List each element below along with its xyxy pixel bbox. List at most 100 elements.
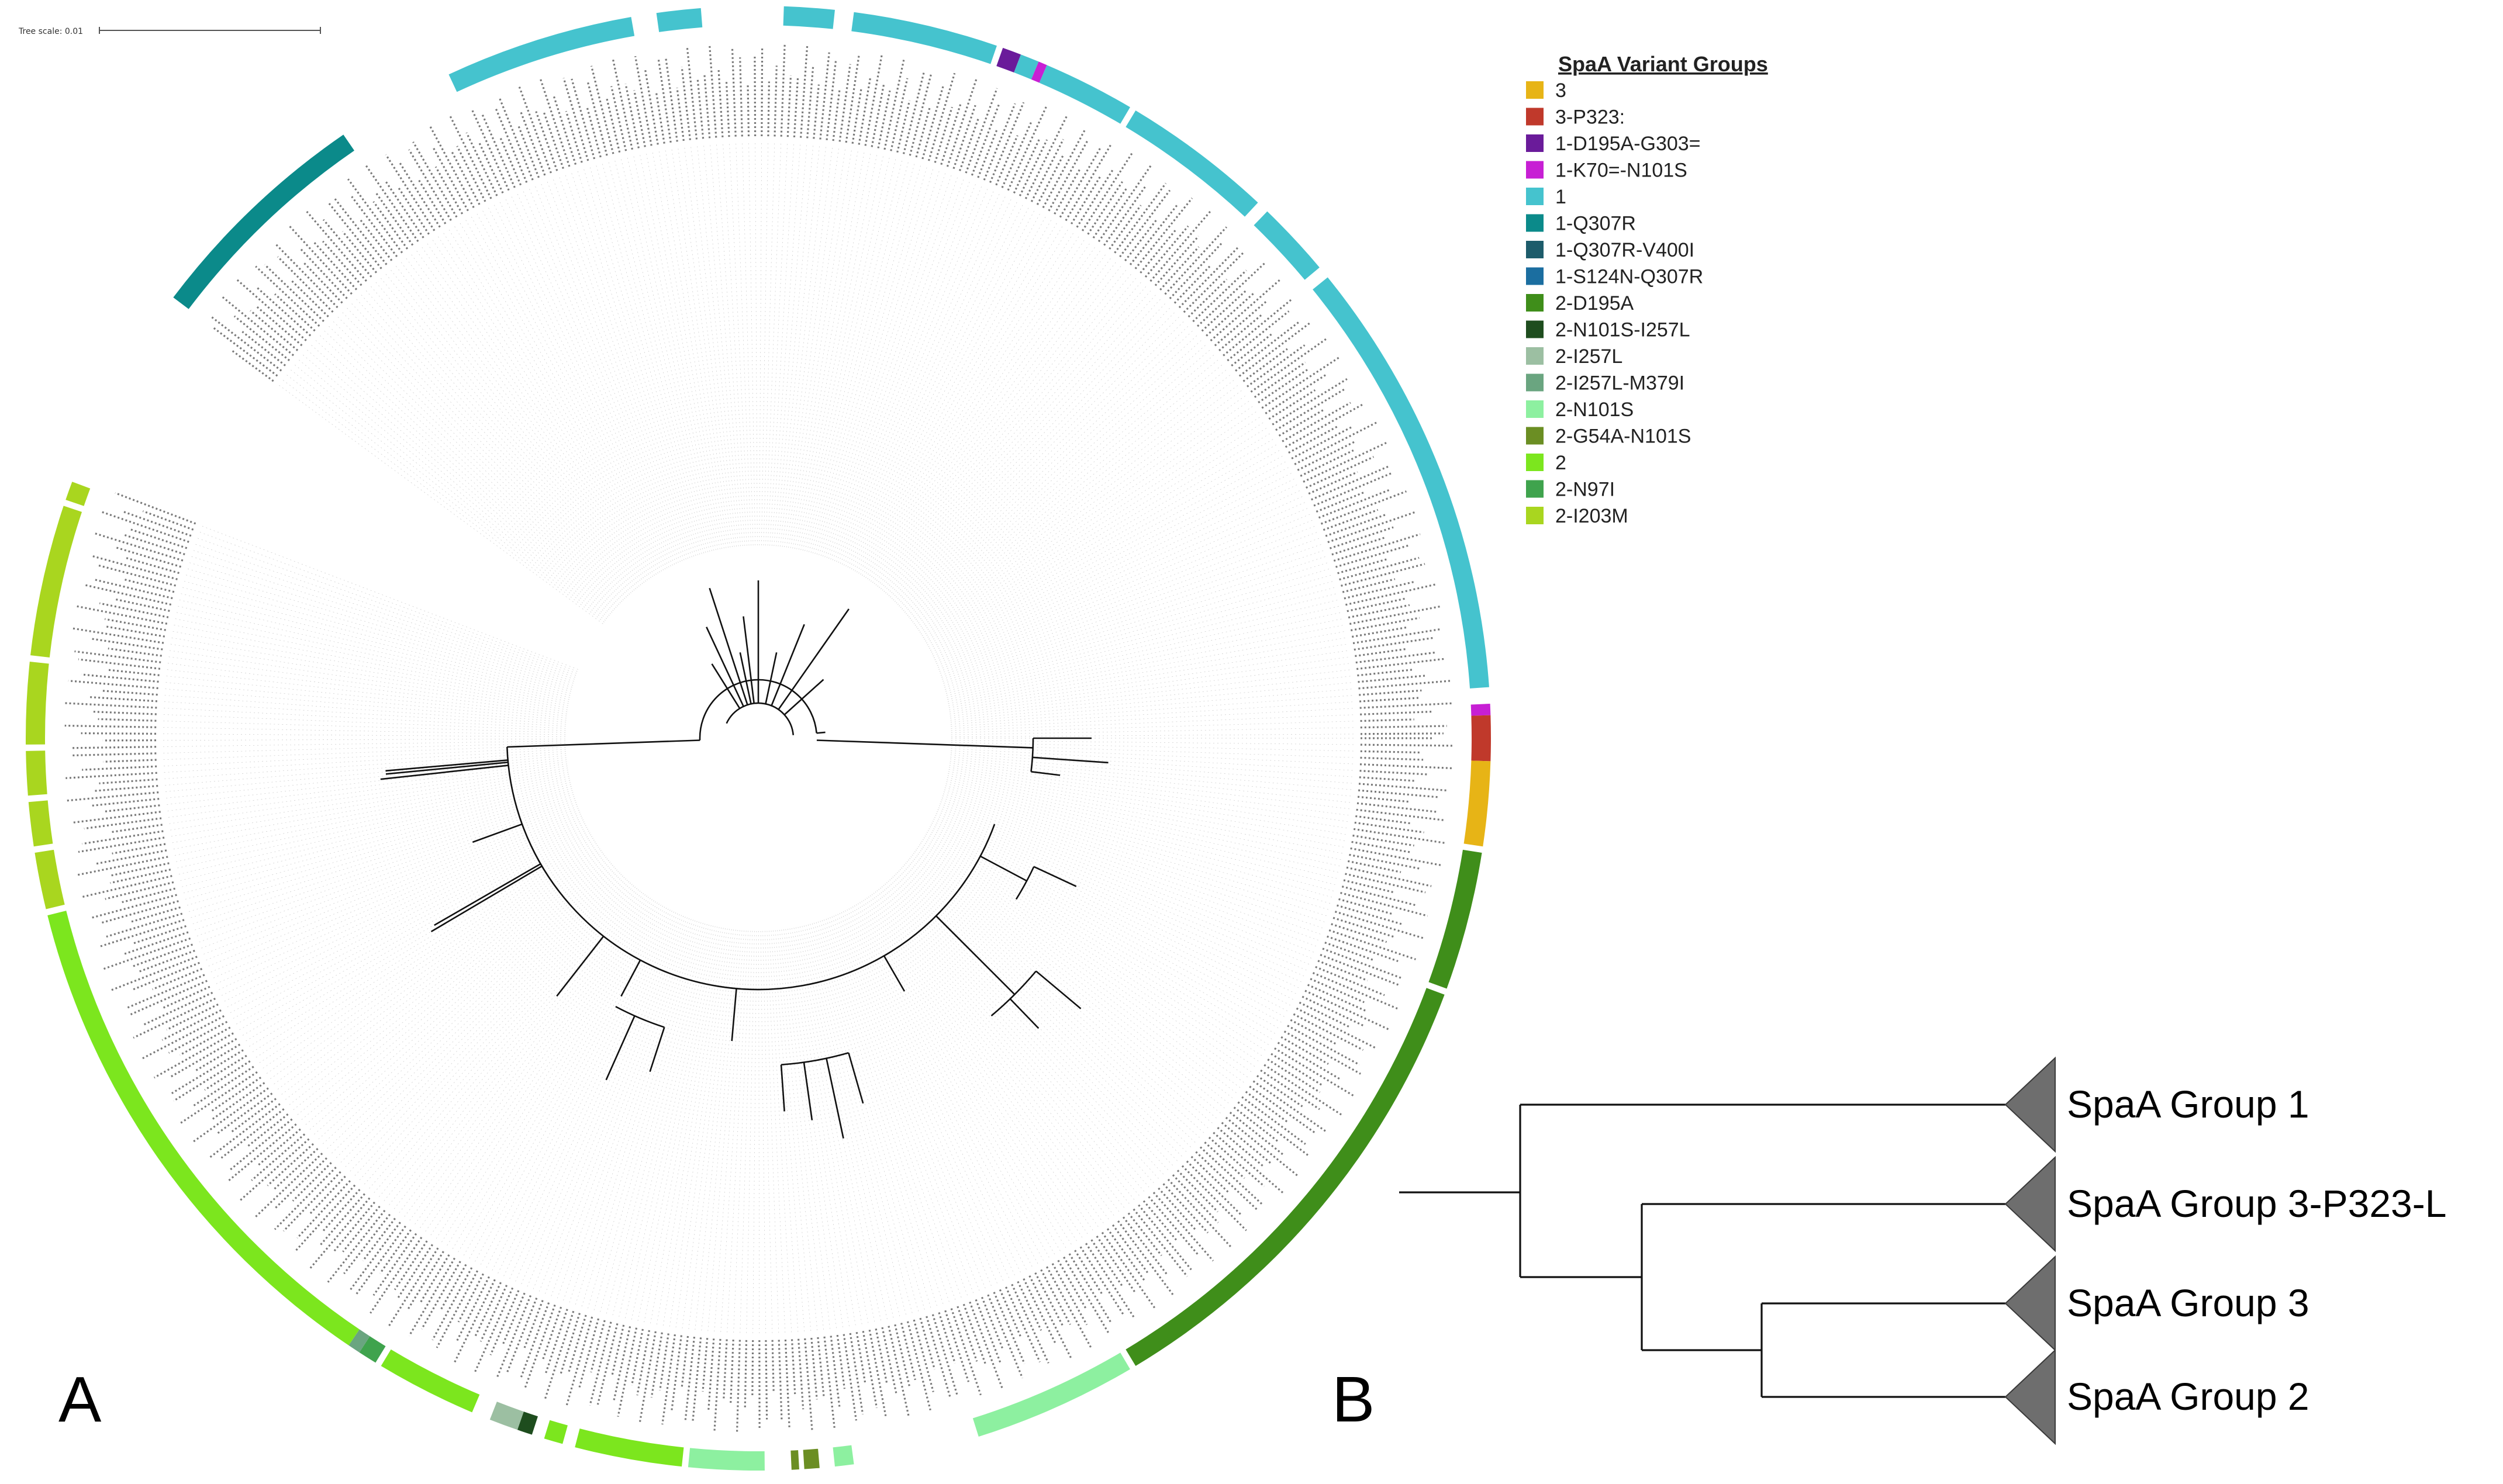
ring-sector [688, 1448, 765, 1471]
leaf-label-ticks [63, 43, 1454, 1434]
clade-label: SpaA Group 2 [2067, 1375, 2309, 1418]
branch [1032, 756, 1109, 764]
legend-swatch [1526, 400, 1544, 418]
branch [1015, 866, 1035, 900]
branch [556, 936, 605, 997]
ring-sector [30, 506, 82, 658]
ring-sector [1126, 988, 1445, 1367]
ring-sector [790, 1450, 799, 1470]
branch [385, 759, 508, 772]
ring-sector [1039, 65, 1130, 124]
collapsed-clade-tree [1399, 1104, 2005, 1398]
clade-triangle-group-1 [2004, 1056, 2056, 1153]
legend-label: 1-K70=-N101S [1555, 160, 1687, 182]
legend-swatch [1526, 134, 1544, 152]
legend-label: 2-I257L-M379I [1555, 372, 1684, 395]
ring-sector [1126, 110, 1258, 217]
clade-triangle-group-3 [2004, 1255, 2056, 1352]
ring-sector [28, 800, 53, 847]
ring-sector [575, 1428, 684, 1467]
ring-sector [972, 1352, 1130, 1437]
ring-sector [656, 8, 703, 32]
branch [615, 1005, 665, 1028]
legend-label: 1-S124N-Q307R [1555, 266, 1703, 288]
branch [385, 761, 509, 775]
ring-sector [783, 6, 835, 29]
ring-sector [34, 849, 65, 909]
legend-label: 2-I203M [1555, 505, 1628, 527]
ring-sector [803, 1448, 820, 1469]
panel-label-a: A [58, 1364, 102, 1435]
branch [771, 624, 805, 706]
branch [506, 746, 996, 991]
legend-swatch [1526, 294, 1544, 312]
ring-sector [1471, 715, 1492, 762]
branch [472, 823, 523, 843]
branch [743, 616, 755, 704]
legend-label: 1-Q307R [1555, 213, 1636, 235]
tree-branches [380, 580, 1109, 1139]
branch [781, 1052, 849, 1066]
legend-label: 1-Q307R-V400I [1555, 239, 1694, 261]
branch [1031, 770, 1061, 776]
branch [816, 731, 826, 734]
branch [816, 739, 1033, 749]
ring-sector [489, 1402, 524, 1430]
legend-swatch [1526, 320, 1544, 338]
legend-swatch [1526, 347, 1544, 365]
legend-swatch [1526, 108, 1544, 126]
legend-swatch [1526, 214, 1544, 232]
ring-sector [851, 12, 997, 64]
leaf-guide-lines [161, 141, 1355, 1335]
legend-label: 2 [1555, 452, 1566, 474]
branch [778, 608, 850, 710]
legend-label: 2-D195A [1555, 292, 1634, 314]
leaf-labels [63, 43, 1454, 1434]
legend-label: 2-N101S-I257L [1555, 319, 1690, 341]
clade-triangle-group-3-p323-l [2004, 1156, 2056, 1253]
legend-swatch [1526, 267, 1544, 285]
branch [1030, 738, 1034, 772]
legend-swatch [1526, 480, 1544, 498]
legend-swatch [1526, 507, 1544, 524]
clade-label: SpaA Group 3 [2067, 1281, 2309, 1324]
clade-label: SpaA Group 1 [2067, 1082, 2309, 1126]
clade-label: SpaA Group 3-P323-L [2067, 1182, 2446, 1225]
ring-sector [1428, 849, 1482, 989]
ring-sector [1014, 54, 1039, 79]
legend-swatch [1526, 241, 1544, 258]
ring-sector [173, 134, 354, 309]
branch [980, 855, 1027, 882]
branch [783, 679, 824, 715]
branch [848, 1052, 864, 1104]
ring-sector [381, 1349, 480, 1413]
branch [380, 765, 509, 780]
ring-sector [544, 1420, 568, 1444]
ring-sector [448, 17, 635, 92]
branch [726, 702, 795, 735]
legend-swatch [1526, 161, 1544, 179]
ring-sector [1031, 61, 1047, 83]
legend-title: SpaA Variant Groups [1558, 52, 1768, 76]
tree-scale-label: Tree scale: 0.01 [18, 27, 83, 36]
branch [739, 652, 752, 704]
ring-sector [26, 662, 49, 745]
branch [434, 863, 541, 926]
branch [1009, 998, 1040, 1029]
branch [826, 1058, 844, 1139]
legend-swatch [1526, 373, 1544, 392]
branch [990, 970, 1037, 1016]
variant-groups-legend: SpaA Variant Groups 3 3-P323: 1-D195A-G303… [1526, 52, 1768, 527]
ring-sector [65, 482, 91, 506]
clade-triangle-group-2 [2004, 1348, 2056, 1445]
ring-sector [348, 1329, 370, 1352]
branch [706, 627, 744, 707]
branch [1035, 970, 1082, 1009]
ring-sector [996, 47, 1021, 73]
branch [780, 1064, 785, 1112]
ring-sector [1470, 703, 1491, 716]
branch [731, 988, 737, 1042]
branch [883, 955, 906, 992]
collapsed-clades: SpaA Group 1 SpaA Group 3-P323-L SpaA Gr… [2004, 1056, 2446, 1445]
